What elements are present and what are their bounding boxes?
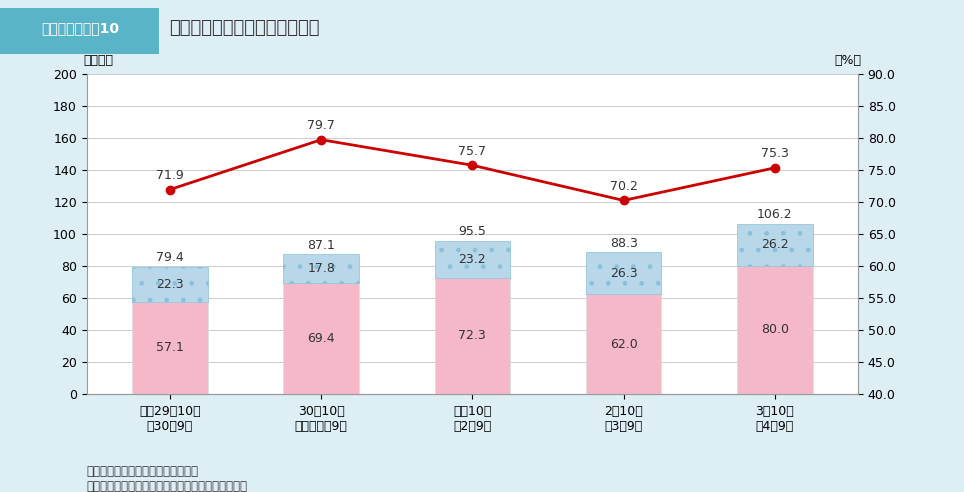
Bar: [435, 241, 510, 278]
Text: 23.2: 23.2: [459, 253, 486, 266]
Text: 69.4: 69.4: [308, 332, 335, 344]
Text: 22.3: 22.3: [156, 278, 184, 291]
Text: （%）: （%）: [835, 55, 862, 67]
FancyBboxPatch shape: [0, 8, 159, 54]
Text: 75.3: 75.3: [761, 147, 789, 160]
Text: （注）四捨五入のため合計は必ずしも一致しない。: （注）四捨五入のため合計は必ずしも一致しない。: [87, 480, 248, 492]
Bar: [132, 267, 207, 302]
Text: 87.1: 87.1: [308, 239, 335, 252]
Bar: [283, 282, 359, 394]
Text: 57.1: 57.1: [156, 341, 184, 354]
Text: 26.2: 26.2: [761, 238, 789, 251]
Text: 資料：総務省「就業構造基本調査」: 資料：総務省「就業構造基本調査」: [87, 465, 199, 478]
Text: 79.7: 79.7: [308, 119, 335, 132]
Bar: [435, 278, 510, 394]
Bar: [586, 294, 661, 394]
Text: 介護・看護により離職した人数: 介護・看護により離職した人数: [169, 19, 319, 37]
Text: 17.8: 17.8: [308, 262, 335, 275]
Bar: [132, 302, 207, 394]
Text: 95.5: 95.5: [459, 225, 486, 239]
Bar: [737, 224, 813, 266]
Text: 75.7: 75.7: [458, 145, 487, 157]
Text: 62.0: 62.0: [609, 338, 637, 350]
Text: 26.3: 26.3: [610, 267, 637, 280]
Text: 71.9: 71.9: [156, 169, 184, 182]
Text: 72.3: 72.3: [459, 329, 486, 342]
Bar: [737, 266, 813, 394]
Bar: [283, 254, 359, 282]
Text: 88.3: 88.3: [609, 237, 637, 250]
Text: 図１－２－２－10: 図１－２－２－10: [41, 21, 119, 35]
Bar: [586, 252, 661, 294]
Text: （千人）: （千人）: [83, 55, 113, 67]
Text: 70.2: 70.2: [609, 180, 637, 193]
Text: 106.2: 106.2: [757, 209, 792, 221]
Text: 79.4: 79.4: [156, 251, 184, 264]
Text: 80.0: 80.0: [761, 323, 789, 336]
